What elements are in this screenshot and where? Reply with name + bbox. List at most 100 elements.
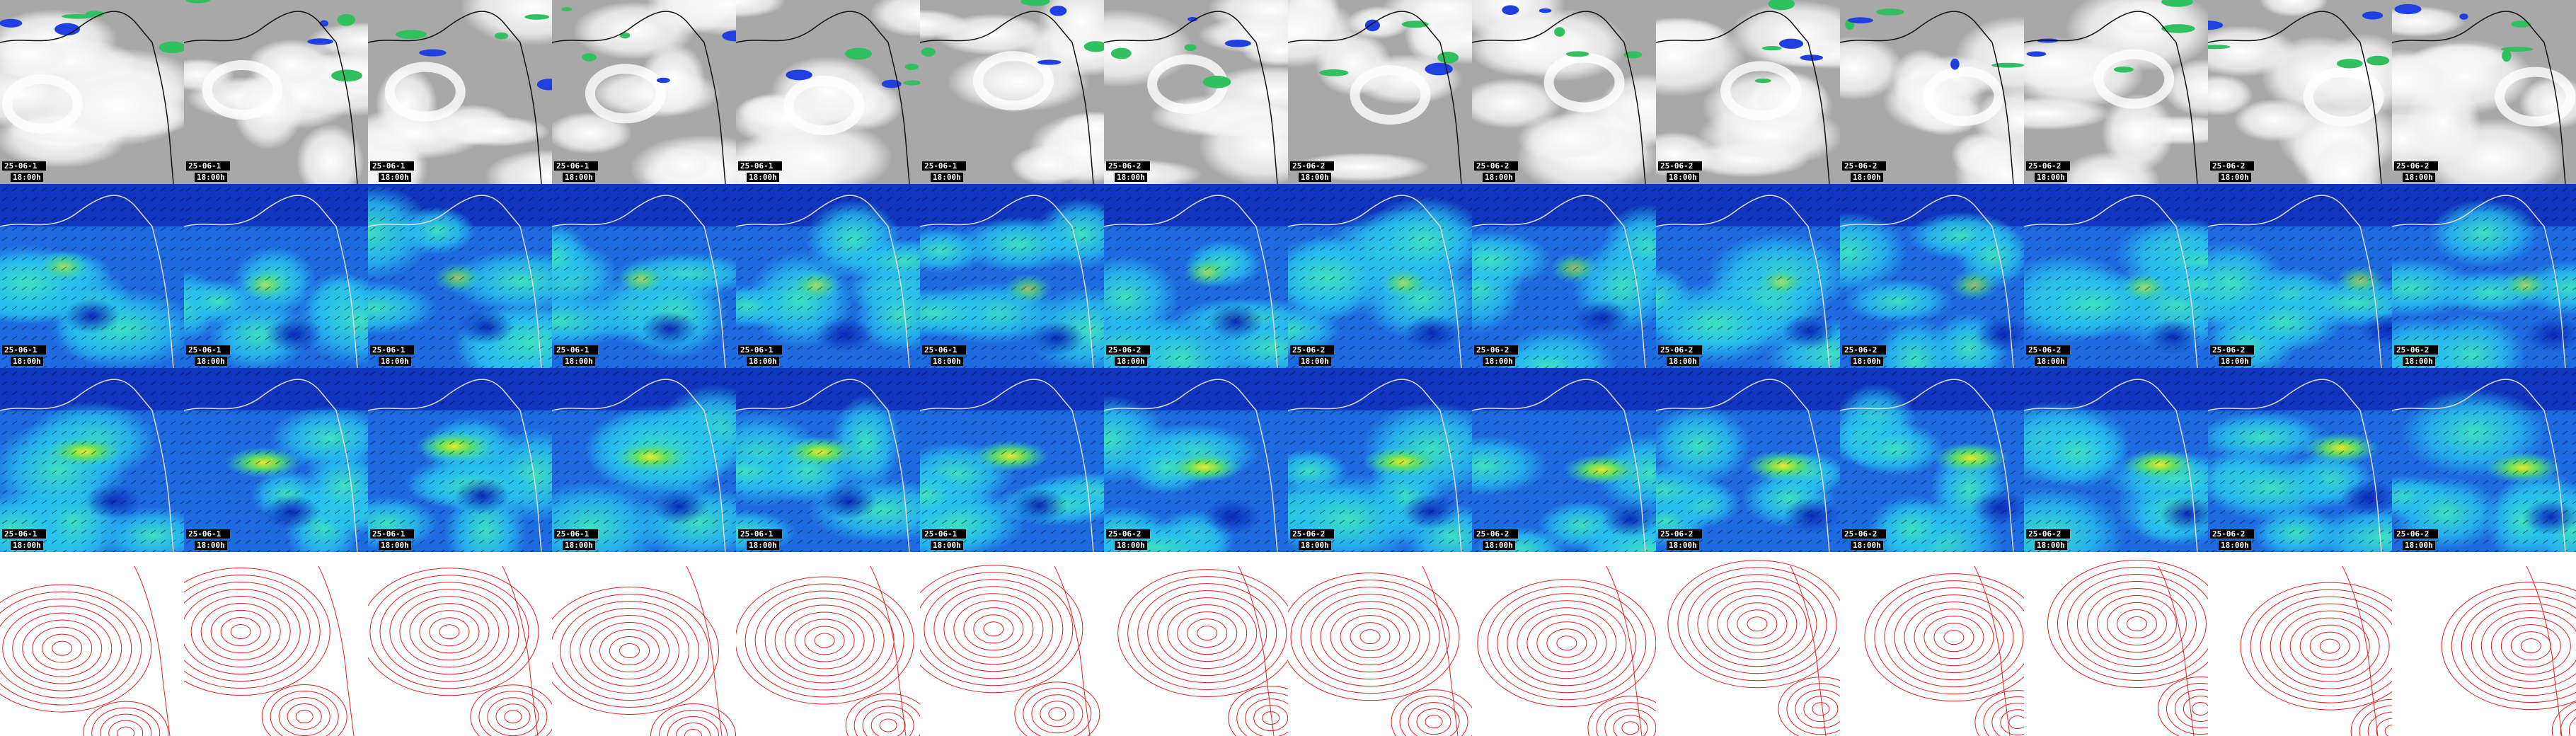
time-label: 18:00h [1301,357,1329,366]
cloud [655,147,715,183]
isobar [230,624,251,640]
label-box [2,161,46,171]
isobar [2560,708,2576,736]
isobar [1127,576,1287,691]
precip [2394,4,2422,15]
date-label: 25-06-1 [556,161,590,171]
isobar [1236,692,1288,736]
isobar [184,568,330,696]
label-box [738,345,782,355]
isobar [1167,604,1248,662]
precip [1364,19,1380,32]
coastline [920,195,1094,368]
isobar [814,633,835,648]
isobar [2240,582,2392,711]
isobar [924,579,1064,679]
label-box [554,529,598,539]
wind-arrows [1840,368,2024,552]
isobar [973,614,1014,644]
label-box [2026,161,2070,171]
precip [1319,69,1349,76]
isobar [409,603,490,661]
isobar [2367,711,2392,736]
isobar [2500,624,2561,668]
coastline [1104,11,1278,184]
isobar [1359,629,1381,645]
precip [1050,6,1067,16]
label-box [931,541,963,550]
cloud-swirl [2495,67,2576,127]
map-panel: 25-06-1 18:00h [736,0,920,184]
wind-arrows [0,184,184,368]
isobar [2096,595,2177,653]
time-label: 18:00h [381,541,409,550]
date-label: 25-06-2 [1476,529,1509,539]
isobar [1497,593,1637,694]
isobar [1914,609,1994,667]
coastline [736,195,910,368]
isobar [2441,582,2576,711]
cloud [1011,144,1085,184]
isobar [1795,689,1840,729]
isobar [2260,596,2392,696]
isobar [1786,683,1840,735]
isobar [1137,583,1277,684]
wind-arrows [184,368,368,552]
isobar [2376,718,2392,736]
label-box [747,173,779,182]
precip [1184,44,1197,52]
precip [494,32,509,40]
date-label: 25-06-1 [924,345,958,355]
wind-arrows [1104,368,1288,552]
precip [62,13,93,19]
isobar [1596,702,1656,736]
precip [1778,38,1804,49]
label-box [931,357,963,366]
cloud [2405,80,2480,164]
cloud [1288,0,1360,68]
label-box [1290,161,1334,171]
isobar [1737,609,1778,639]
date-label: 25-06-1 [4,161,38,171]
isobar [1613,715,1648,736]
isobar [2126,616,2147,632]
isobar [1487,586,1647,701]
cloud [296,124,364,184]
coastline [552,379,726,552]
isobar [1330,608,1410,666]
isobar [1546,628,1587,658]
isobar [1507,600,1627,686]
isobar [1177,611,1238,655]
precip [1224,39,1251,47]
isobar [1904,602,2004,674]
background [1472,552,1656,736]
isobar [845,693,920,736]
time-label: 18:00h [1117,357,1145,366]
isobar [920,572,1074,686]
coastline [368,379,542,552]
precip [1539,8,1552,13]
time-label: 18:00h [2405,541,2433,550]
label-box [1106,345,1150,355]
coastline [502,565,539,736]
precip [2511,21,2531,28]
isobar [2183,696,2208,723]
isobar [560,601,700,701]
isobar [1621,721,1640,735]
date-label: 25-06-1 [372,345,406,355]
isobar [764,597,885,684]
time-label: 18:00h [1485,541,1513,550]
cloud [0,32,78,78]
isobar [1399,696,1468,736]
coastline [686,565,723,736]
label-box [2026,529,2070,539]
precip [1554,27,1565,37]
coastline [920,11,1094,184]
map-panel: 25-06-2 18:00h [1104,0,1288,184]
isobar [220,617,261,647]
isobar [920,565,1083,694]
label-box [738,161,782,171]
isobar [439,624,460,640]
isobar [1197,626,1218,641]
map-panel: 25-06-1 18:00h [552,184,736,368]
